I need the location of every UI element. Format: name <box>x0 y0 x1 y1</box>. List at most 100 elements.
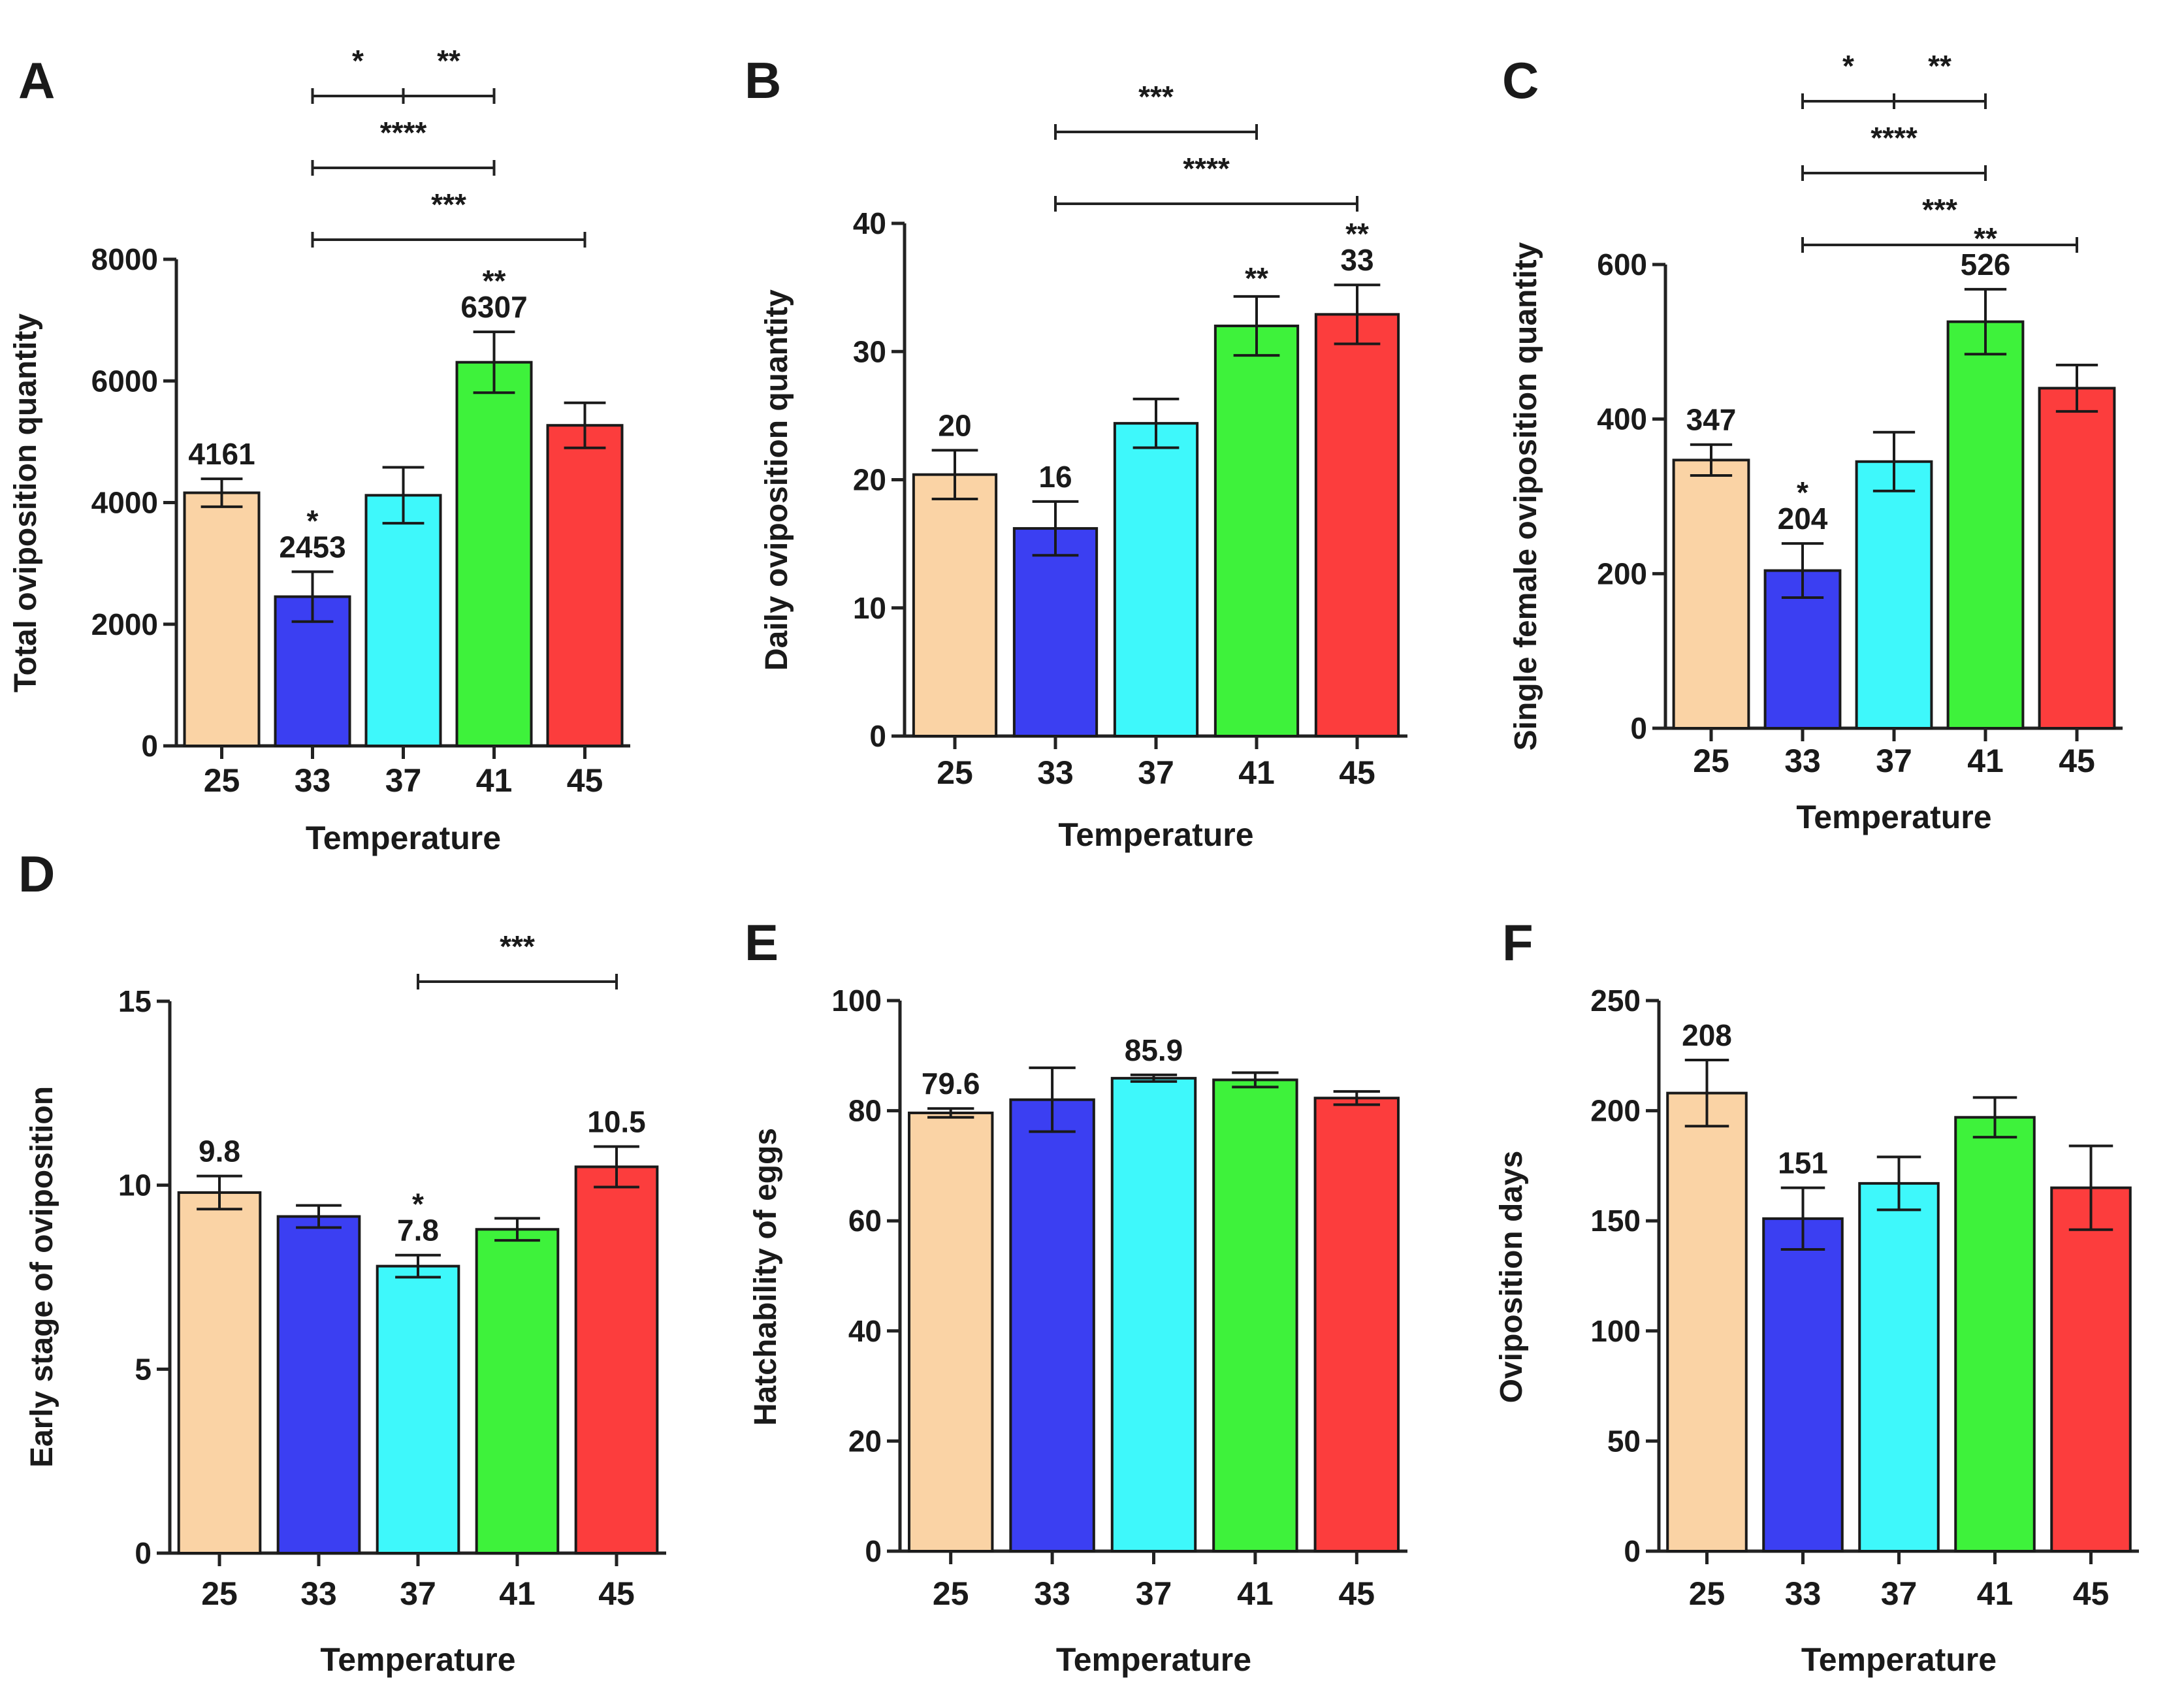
y-tick-label: 4000 <box>91 486 158 520</box>
bracket-label: **** <box>1183 152 1230 185</box>
significance-star: ** <box>483 264 506 298</box>
x-tick-label: 33 <box>1785 1575 1822 1612</box>
significance-star: ** <box>1974 221 1997 255</box>
y-tick-label: 0 <box>141 729 158 763</box>
y-axis-title: Total oviposition quantity <box>8 313 43 692</box>
x-axis-title: Temperature <box>1801 1641 1997 1678</box>
x-tick-label: 25 <box>933 1575 969 1612</box>
data-label: 347 <box>1686 403 1737 437</box>
panel-f: F 0 50 100 150 200 250 25 208 33 151 37 41 45 Temperat… <box>1494 914 2139 1678</box>
y-axis-title: Oviposition days <box>1494 1151 1529 1404</box>
bracket-label: * <box>352 44 364 78</box>
y-tick-label: 20 <box>848 1424 882 1458</box>
bar <box>177 1191 262 1554</box>
significance-star: * <box>412 1187 424 1221</box>
bar <box>1213 325 1300 737</box>
data-label: 20 <box>938 408 971 442</box>
bar <box>2038 387 2116 730</box>
data-label: 33 <box>1340 243 1373 277</box>
y-tick-label: 0 <box>865 1534 882 1568</box>
data-label: 10.5 <box>587 1105 646 1139</box>
panel-e: E 0 20 40 60 80 100 25 79.6 33 37 85.9 41 45 Temperatu… <box>745 914 1407 1678</box>
y-axis-title: Early stage of oviposition <box>25 1086 59 1468</box>
y-tick-label: 50 <box>1607 1424 1641 1458</box>
data-label: 208 <box>1682 1018 1732 1052</box>
x-tick-label: 37 <box>1138 754 1174 791</box>
y-tick-label: 15 <box>118 984 152 1018</box>
x-tick-label: 25 <box>1693 743 1729 779</box>
bracket-label: ** <box>437 44 460 78</box>
bar <box>1012 527 1099 737</box>
data-label: 526 <box>1961 248 2011 281</box>
y-tick-label: 250 <box>1590 984 1641 1018</box>
x-tick-label: 45 <box>598 1575 635 1612</box>
y-tick-label: 150 <box>1590 1204 1641 1238</box>
x-tick-label: 45 <box>1338 1575 1375 1612</box>
y-tick-label: 5 <box>135 1352 152 1386</box>
bar <box>376 1264 460 1554</box>
bar <box>2050 1186 2132 1552</box>
y-tick-label: 10 <box>118 1168 152 1202</box>
bracket-label: *** <box>1138 80 1174 114</box>
significance-star: ** <box>1245 261 1268 295</box>
x-tick-label: 45 <box>2059 743 2095 779</box>
panel-letter: F <box>1502 914 1534 971</box>
data-label: 79.6 <box>922 1067 980 1101</box>
y-tick-label: 0 <box>135 1536 152 1570</box>
x-tick-label: 41 <box>476 762 513 799</box>
x-axis-title: Temperature <box>1056 1641 1251 1678</box>
data-label: 85.9 <box>1125 1033 1183 1067</box>
x-axis-title: Temperature <box>320 1641 515 1678</box>
x-tick-label: 45 <box>1339 754 1375 791</box>
data-label: 6307 <box>460 290 527 324</box>
y-tick-label: 6000 <box>91 364 158 398</box>
x-axis-title: Temperature <box>1796 799 1991 835</box>
x-tick-label: 45 <box>567 762 603 799</box>
bar <box>1762 1217 1844 1552</box>
y-tick-label: 30 <box>853 334 886 368</box>
bar <box>276 1215 361 1555</box>
x-axis-title: Temperature <box>306 820 501 856</box>
x-tick-label: 25 <box>204 762 240 799</box>
bracket-label: ** <box>1928 49 1951 83</box>
bar <box>1314 313 1400 737</box>
bar <box>1212 1078 1298 1552</box>
x-tick-label: 41 <box>1238 754 1275 791</box>
y-tick-label: 8000 <box>91 242 158 276</box>
bracket-label: *** <box>1922 193 1957 227</box>
y-tick-label: 2000 <box>91 607 158 641</box>
bar <box>1313 1097 1400 1553</box>
x-tick-label: 33 <box>1037 754 1074 791</box>
panel-letter: C <box>1502 52 1539 109</box>
data-label: 9.8 <box>199 1134 240 1168</box>
bar <box>1113 422 1199 738</box>
x-tick-label: 25 <box>201 1575 238 1612</box>
y-tick-label: 200 <box>1590 1094 1641 1128</box>
panel-letter: A <box>18 52 55 109</box>
bracket-label: *** <box>431 187 466 221</box>
y-tick-label: 0 <box>1624 1534 1641 1568</box>
panel-letter: E <box>745 914 779 971</box>
bar <box>912 473 998 738</box>
x-tick-label: 41 <box>1967 743 2004 779</box>
bar <box>1858 1182 1940 1552</box>
bar <box>1855 460 1933 730</box>
bar <box>1009 1098 1095 1552</box>
y-tick-label: 600 <box>1597 248 1647 281</box>
bar <box>546 424 624 747</box>
y-tick-label: 0 <box>869 719 886 753</box>
x-axis-title: Temperature <box>1058 816 1253 853</box>
x-tick-label: 33 <box>300 1575 337 1612</box>
x-tick-label: 37 <box>385 762 422 799</box>
y-axis-title: Hatchability of eggs <box>748 1128 783 1426</box>
significance-star: ** <box>1345 217 1369 251</box>
x-tick-label: 45 <box>2073 1575 2110 1612</box>
panel-d: D 0 5 10 15 25 9.8 33 37 7.8* 41 45 10.5 *** Temperatu… <box>18 845 666 1678</box>
y-axis-title: Single female oviposition quantity <box>1509 242 1543 750</box>
bar <box>455 361 533 747</box>
